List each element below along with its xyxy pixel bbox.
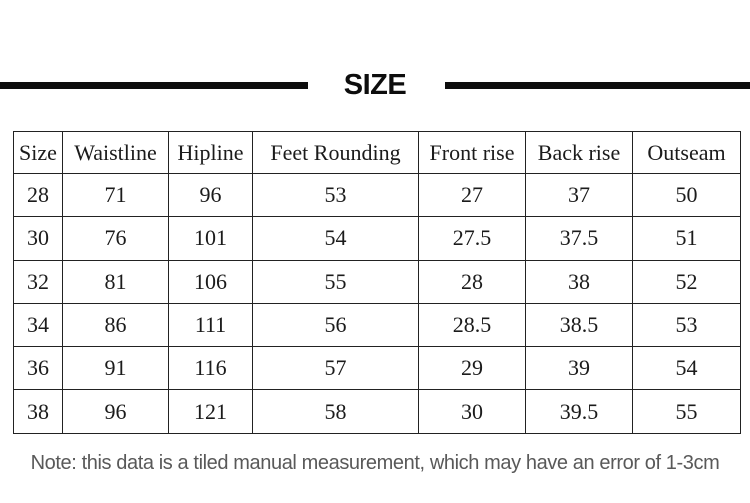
table-cell: 51 [632, 216, 741, 261]
column-header: Waistline [62, 131, 169, 174]
table-cell: 38 [525, 259, 633, 304]
table-cell: 39.5 [525, 389, 633, 434]
table-cell: 76 [62, 216, 169, 261]
column-header: Size [13, 131, 63, 174]
table-cell: 27 [418, 172, 526, 218]
title-rule-left [0, 82, 308, 89]
table-cell: 37.5 [525, 216, 633, 261]
table-cell: 28.5 [418, 302, 526, 348]
table-cell: 111 [168, 302, 253, 348]
table-cell: 54 [252, 216, 419, 261]
table-cell: 27.5 [418, 216, 526, 261]
title-rule-right [445, 82, 750, 89]
table-cell: 50 [632, 172, 741, 218]
table-cell: 29 [418, 346, 526, 391]
table-cell: 52 [632, 259, 741, 304]
table-cell: 30 [418, 389, 526, 434]
column-header: Outseam [632, 131, 741, 174]
column-header: Feet Rounding [252, 131, 419, 174]
table-cell: 86 [62, 302, 169, 348]
table-cell: 106 [168, 259, 253, 304]
table-row: 32 81 106 55 28 38 52 [13, 259, 741, 304]
table-cell: 28 [418, 259, 526, 304]
table-cell: 116 [168, 346, 253, 391]
table-cell: 30 [13, 216, 63, 261]
table-cell: 96 [62, 389, 169, 434]
measurement-note: Note: this data is a tiled manual measur… [30, 452, 720, 474]
table-cell: 91 [62, 346, 169, 391]
table-cell: 121 [168, 389, 253, 434]
table-cell: 71 [62, 172, 169, 218]
table-cell: 54 [632, 346, 741, 391]
table-cell: 57 [252, 346, 419, 391]
table-header-row: Size Waistline Hipline Feet Rounding Front r… [13, 131, 741, 174]
column-header: Back rise [525, 131, 633, 174]
table-cell: 39 [525, 346, 633, 391]
table-row: 28 71 96 53 27 37 50 [13, 172, 741, 218]
page-title: SIZE [343, 69, 407, 101]
table-cell: 55 [632, 389, 741, 434]
size-table: Size Waistline Hipline Feet Rounding Front r… [13, 131, 741, 434]
table-cell: 58 [252, 389, 419, 434]
table-cell: 28 [13, 172, 63, 218]
table-cell: 81 [62, 259, 169, 304]
table-cell: 55 [252, 259, 419, 304]
table-row: 34 86 111 56 28.5 38.5 53 [13, 302, 741, 348]
table-cell: 101 [168, 216, 253, 261]
table-cell: 53 [632, 302, 741, 348]
table-cell: 38 [13, 389, 63, 434]
column-header: Hipline [168, 131, 253, 174]
table-cell: 36 [13, 346, 63, 391]
table-cell: 38.5 [525, 302, 633, 348]
table-cell: 53 [252, 172, 419, 218]
table-row: 36 91 116 57 29 39 54 [13, 346, 741, 391]
table-cell: 37 [525, 172, 633, 218]
table-cell: 96 [168, 172, 253, 218]
table-cell: 56 [252, 302, 419, 348]
table-row: 38 96 121 58 30 39.5 55 [13, 389, 741, 434]
column-header: Front rise [418, 131, 526, 174]
table-row: 30 76 101 54 27.5 37.5 51 [13, 216, 741, 261]
table-cell: 34 [13, 302, 63, 348]
table-cell: 32 [13, 259, 63, 304]
